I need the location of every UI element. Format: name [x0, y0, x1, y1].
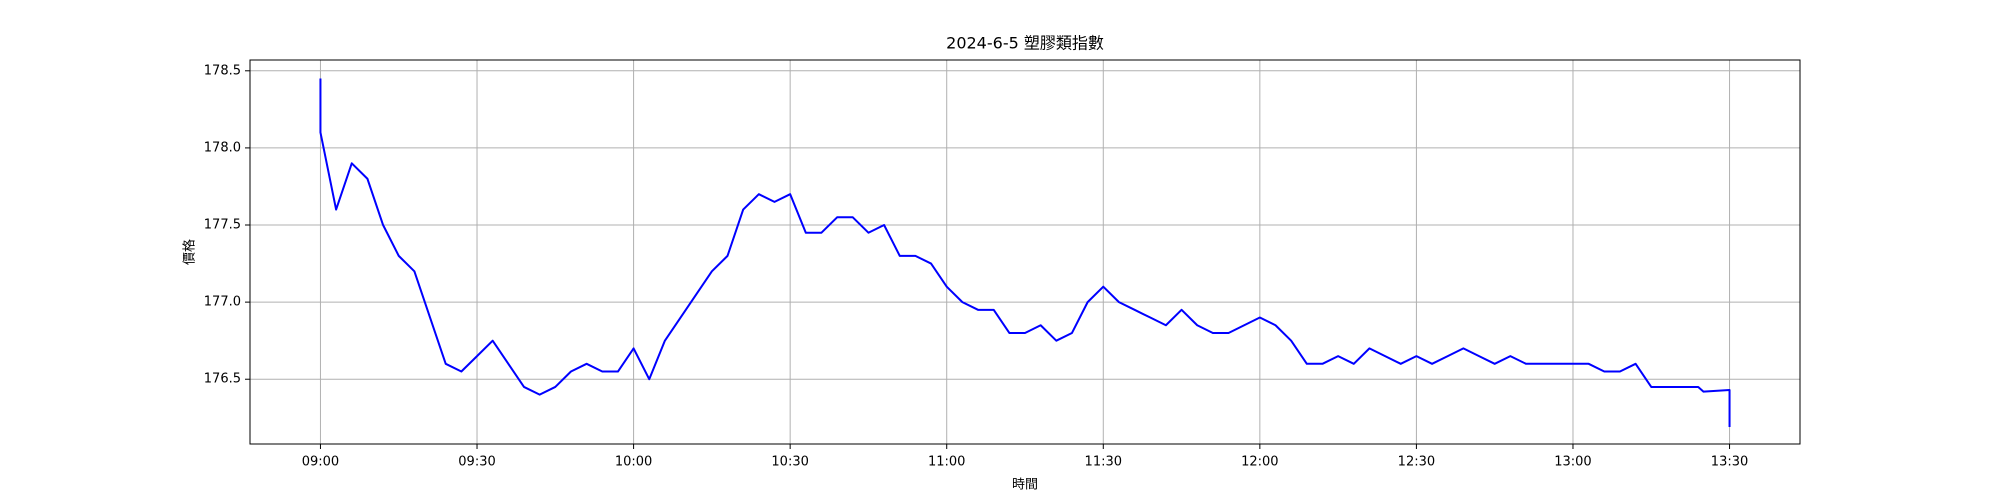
x-tick-label: 11:00: [928, 455, 965, 470]
x-tick-label: 10:30: [771, 455, 808, 470]
x-tick-label: 13:00: [1554, 455, 1591, 470]
y-axis-label: 價格: [182, 239, 198, 265]
y-tick-label: 178.5: [204, 63, 241, 78]
x-tick-label: 11:30: [1085, 455, 1122, 470]
x-tick-label: 13:30: [1711, 455, 1748, 470]
chart-title: 2024-6-5 塑膠類指數: [946, 34, 1104, 53]
plot-frame: [249, 59, 1801, 445]
x-tick-label: 09:30: [458, 455, 495, 470]
line: [319, 78, 1731, 428]
x-tick-label: 10:00: [615, 455, 652, 470]
y-tick-label: 176.5: [204, 372, 241, 387]
x-tick-label: 12:30: [1398, 455, 1435, 470]
y-tick-label: 177.5: [204, 218, 241, 233]
x-tick-label: 12:00: [1241, 455, 1278, 470]
x-axis-label: 時間: [1012, 478, 1038, 493]
x-tick-label: 09:00: [302, 455, 339, 470]
y-tick-label: 177.0: [204, 295, 241, 310]
y-tick-label: 178.0: [204, 140, 241, 155]
